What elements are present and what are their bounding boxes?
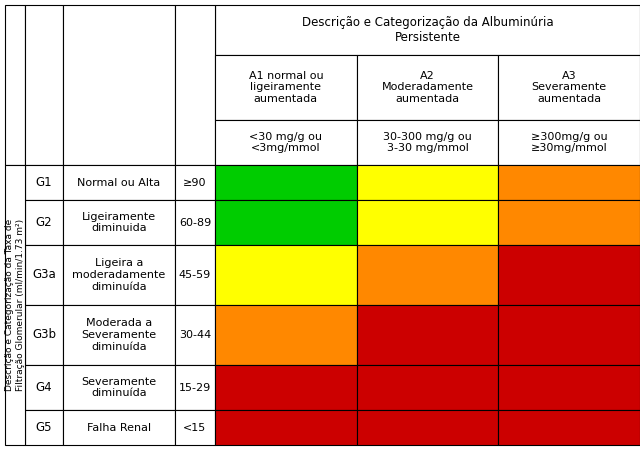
Bar [25, 365, 63, 410]
Text: 60-89: 60-89 [179, 218, 211, 227]
Bar [215, 120, 356, 165]
Bar [356, 165, 499, 200]
Text: ≥300mg/g ou
≥30mg/mmol: ≥300mg/g ou ≥30mg/mmol [531, 132, 607, 153]
Text: A2
Moderadamente
aumentada: A2 Moderadamente aumentada [381, 71, 474, 104]
Bar [63, 410, 175, 445]
Text: <30 mg/g ou
<3mg/mmol: <30 mg/g ou <3mg/mmol [250, 132, 323, 153]
Bar [356, 245, 499, 305]
Bar [63, 365, 175, 410]
Text: Ligeiramente
diminuida: Ligeiramente diminuida [82, 212, 156, 233]
Bar [499, 200, 640, 245]
Bar [5, 165, 25, 445]
Bar [499, 410, 640, 445]
Bar [215, 55, 356, 120]
Bar [356, 120, 499, 165]
Bar [356, 200, 499, 245]
Bar [25, 200, 63, 245]
Bar [63, 200, 175, 245]
Bar [356, 365, 499, 410]
Bar [175, 200, 215, 245]
Text: 30-44: 30-44 [179, 330, 211, 340]
Bar [175, 5, 215, 165]
Text: Descrição e Categorização da Taxa de
Filtração Glomerular (ml/min/1.73 m²): Descrição e Categorização da Taxa de Fil… [5, 219, 25, 391]
Bar [63, 245, 175, 305]
Bar [215, 305, 356, 365]
Bar [499, 245, 640, 305]
Bar [356, 305, 499, 365]
Bar [215, 365, 356, 410]
Text: Moderada a
Severamente
diminuída: Moderada a Severamente diminuída [81, 319, 157, 352]
Bar [356, 55, 499, 120]
Text: 30-300 mg/g ou
3-30 mg/mmol: 30-300 mg/g ou 3-30 mg/mmol [383, 132, 472, 153]
Text: A1 normal ou
ligeiramente
aumentada: A1 normal ou ligeiramente aumentada [248, 71, 323, 104]
Bar [215, 165, 356, 200]
Text: 45-59: 45-59 [179, 270, 211, 280]
Text: Falha Renal: Falha Renal [87, 423, 151, 432]
Text: G4: G4 [36, 381, 52, 394]
Bar [215, 200, 356, 245]
Bar [25, 245, 63, 305]
Text: G3b: G3b [32, 328, 56, 341]
Text: G5: G5 [36, 421, 52, 434]
Bar [499, 165, 640, 200]
Bar [499, 305, 640, 365]
Bar [175, 165, 215, 200]
Text: 15-29: 15-29 [179, 383, 211, 392]
Text: G3a: G3a [32, 268, 56, 281]
Text: G2: G2 [36, 216, 52, 229]
Bar [5, 5, 25, 165]
Bar [25, 5, 63, 165]
Bar [356, 410, 499, 445]
Text: A3
Severamente
aumentada: A3 Severamente aumentada [532, 71, 607, 104]
Bar [175, 410, 215, 445]
Text: Normal ou Alta: Normal ou Alta [77, 178, 161, 187]
Bar [175, 305, 215, 365]
Bar [499, 365, 640, 410]
Text: Ligeira a
moderadamente
diminuída: Ligeira a moderadamente diminuída [72, 259, 166, 292]
Bar [25, 165, 63, 200]
Text: G1: G1 [36, 176, 52, 189]
Text: Descrição e Categorização da Albuminúria
Persistente: Descrição e Categorização da Albuminúria… [301, 16, 554, 44]
Text: ≥90: ≥90 [183, 178, 207, 187]
Text: <15: <15 [184, 423, 207, 432]
Bar [63, 165, 175, 200]
Bar [499, 55, 640, 120]
Bar [25, 410, 63, 445]
Bar [215, 410, 356, 445]
Bar [63, 305, 175, 365]
Bar [25, 305, 63, 365]
Bar [175, 245, 215, 305]
Bar [499, 120, 640, 165]
Bar [63, 5, 175, 165]
Bar [175, 365, 215, 410]
Bar [215, 245, 356, 305]
Bar [215, 5, 640, 55]
Text: Severamente
diminuída: Severamente diminuída [81, 377, 157, 399]
